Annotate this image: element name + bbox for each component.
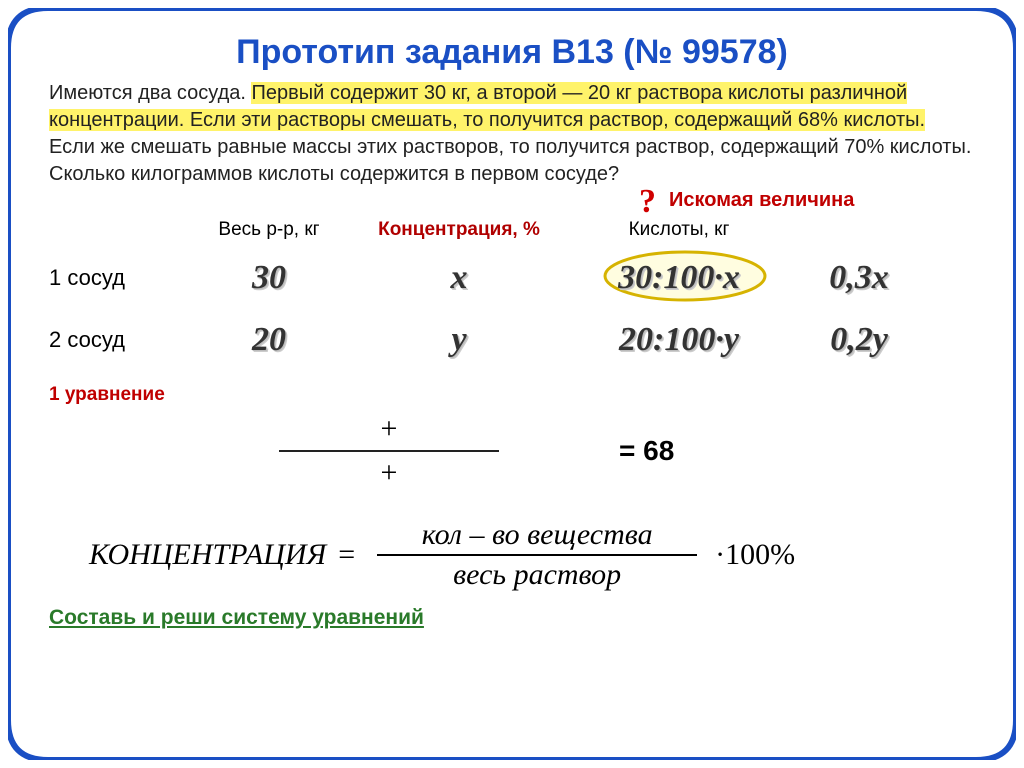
equation-rhs: = 68 <box>619 435 674 467</box>
table-header: Весь р-р, кг Концентрация, % Кислоты, кг… <box>49 206 975 254</box>
formula-numerator: кол – во вещества <box>422 518 653 552</box>
row-label: 1 сосуд <box>49 265 179 291</box>
corner-tl <box>8 8 48 48</box>
page-title: Прототип задания B13 (№ 99578) <box>49 33 975 72</box>
slide-frame: Прототип задания B13 (№ 99578) Имеются д… <box>8 8 1016 760</box>
table-row: 2 сосуд 20 y 20:100·y 0,2y <box>49 316 975 364</box>
conc-value: y <box>451 321 466 358</box>
result-value: 0,3x <box>829 259 889 296</box>
formula-eq: = <box>338 538 355 572</box>
concentration-formula: КОНЦЕНТРАЦИЯ = кол – во вещества весь ра… <box>89 518 975 592</box>
result-value: 0,2y <box>830 321 888 358</box>
table-row: 1 сосуд 30 x 30:100 ·x 0,3x <box>49 254 975 302</box>
formula-tail: ·100% <box>715 538 795 572</box>
sought-label: Искомая величина <box>669 189 854 212</box>
fraction-denominator: + <box>381 456 398 490</box>
formula-fraction: кол – во вещества весь раствор <box>377 518 697 592</box>
conc-value: x <box>451 259 468 296</box>
problem-post: Если же смешать равные массы этих раство… <box>49 136 971 185</box>
col-acid-label: Кислоты, кг <box>629 219 730 240</box>
formula-lhs: КОНЦЕНТРАЦИЯ <box>89 538 326 572</box>
mass-value: 30 <box>252 259 286 296</box>
calc-tail: ·y <box>715 321 739 358</box>
calc-value: 30:100 <box>618 259 714 296</box>
col-conc: Концентрация, % <box>359 219 559 241</box>
corner-tr <box>976 8 1016 48</box>
col-acid: Кислоты, кг ? Искомая величина <box>559 219 799 241</box>
slide-content: Прототип задания B13 (№ 99578) Имеются д… <box>49 33 975 735</box>
formula-denominator: весь раствор <box>453 558 621 592</box>
fraction-numerator: + <box>381 412 398 446</box>
calc-highlight: 30:100 <box>618 259 714 297</box>
mass-value: 20 <box>252 321 286 358</box>
equation-label: 1 уравнение <box>49 384 975 406</box>
formula-bar <box>377 554 697 556</box>
fraction-bar <box>279 450 499 452</box>
problem-pre: Имеются два сосуда. <box>49 82 251 104</box>
corner-br <box>976 720 1016 760</box>
footer-link[interactable]: Составь и реши систему уравнений <box>49 606 424 630</box>
equation-block: + + = 68 <box>279 412 975 490</box>
equation-fraction: + + <box>279 412 499 490</box>
corner-bl <box>8 720 48 760</box>
problem-text: Имеются два сосуда. Первый содержит 30 к… <box>49 80 975 188</box>
row-label: 2 сосуд <box>49 327 179 353</box>
col-mass: Весь р-р, кг <box>179 219 359 241</box>
question-mark-icon: ? <box>639 183 656 221</box>
data-table: Весь р-р, кг Концентрация, % Кислоты, кг… <box>49 206 975 364</box>
calc-tail: ·x <box>714 259 740 296</box>
calc-value: 20:100 <box>619 321 715 358</box>
